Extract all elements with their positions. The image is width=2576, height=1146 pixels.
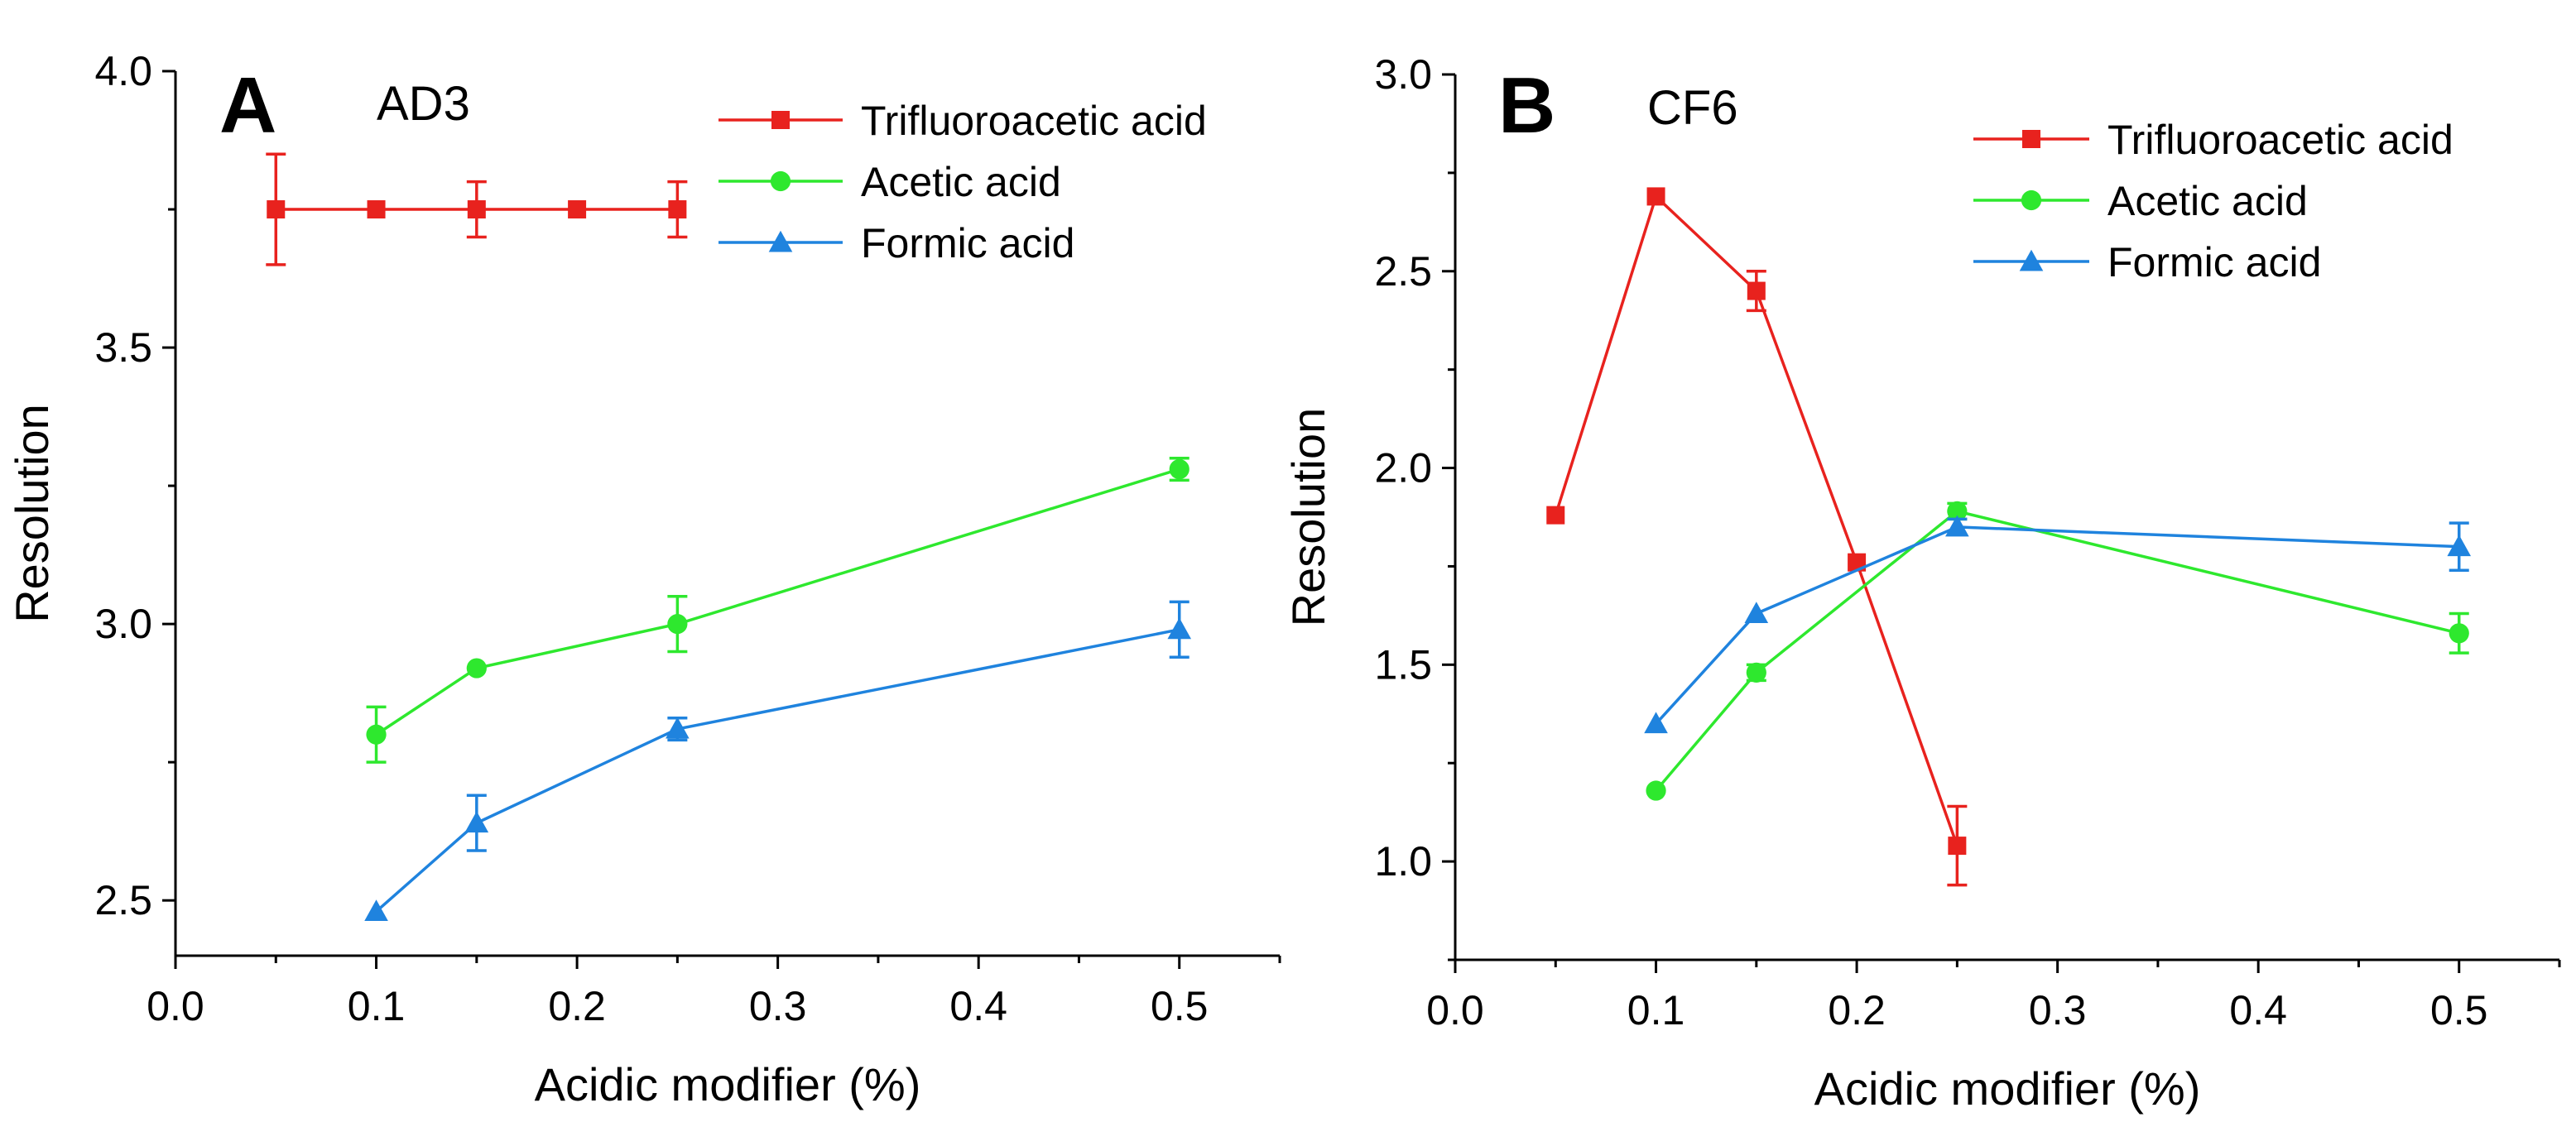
data-point [1744, 602, 1769, 623]
legend: Trifluoroacetic acid Acetic acid Formic ac… [1973, 117, 2453, 285]
y-tick-label: 1.0 [1374, 838, 1432, 885]
legend-label: Acetic acid [2107, 178, 2308, 224]
y-tick-label: 3.0 [94, 601, 152, 647]
series-line [375, 628, 1180, 913]
x-tick-label: 0.5 [1151, 983, 1209, 1029]
panel-letter: A [219, 61, 276, 150]
x-axis-title: Acidic modifier (%) [1814, 1062, 2201, 1115]
legend-marker [2022, 130, 2040, 148]
series-formic-acid [1644, 515, 2472, 734]
data-point [1945, 515, 1969, 537]
data-point [666, 717, 690, 739]
y-axis-title: Resolution [1282, 408, 1334, 627]
data-point [667, 614, 688, 635]
data-point [1948, 837, 1967, 856]
y-tick-label: 2.5 [94, 877, 152, 923]
legend-marker [2021, 189, 2042, 211]
legend-marker [770, 170, 791, 192]
y-tick-label: 3.0 [1374, 51, 1432, 98]
chart-panel-b: 0.0 0.1 0.2 0.3 0.4 0.5 1.0 1.5 2.0 2.5 3.0 Acidic … [1282, 51, 2561, 1115]
y-tick-label: 4.0 [94, 48, 152, 94]
series-line [1655, 525, 2459, 725]
x-tick-label: 0.2 [548, 983, 606, 1029]
legend-label: Trifluoroacetic acid [2107, 117, 2453, 163]
y-tick-label: 2.5 [1374, 248, 1432, 295]
data-point [367, 200, 386, 219]
data-point [1947, 501, 1968, 521]
data-point [364, 899, 388, 921]
series-trifluoroacetic-acid [266, 152, 688, 266]
data-point [267, 200, 286, 219]
panel-letter: B [1498, 61, 1555, 150]
legend-label: Formic acid [861, 220, 1074, 266]
data-point [1747, 281, 1766, 300]
y-tick-label: 3.5 [94, 324, 152, 371]
x-tick-label: 0.3 [749, 983, 807, 1029]
x-tick-label: 0.0 [147, 983, 204, 1029]
legend-marker [2019, 249, 2044, 271]
x-tick-label: 0.5 [2430, 987, 2488, 1033]
data-point [1644, 712, 1668, 734]
data-point [1646, 187, 1665, 206]
x-tick-label: 0.2 [1828, 987, 1886, 1033]
data-point [464, 811, 489, 833]
x-tick-label: 0.1 [1627, 987, 1685, 1033]
chart-panel-a: 0.0 0.1 0.2 0.3 0.4 0.5 2.5 3.0 3.5 4.0 Acidic mod… [6, 48, 1281, 1110]
legend-label: Acetic acid [861, 159, 1061, 205]
x-tick-label: 0.0 [1426, 987, 1484, 1033]
series-acetic-acid [366, 456, 1189, 764]
series-formic-acid [364, 600, 1192, 921]
data-point [467, 200, 486, 219]
chart-title: CF6 [1647, 81, 1738, 135]
data-point [1169, 458, 1189, 480]
y-tick-label: 2.0 [1374, 445, 1432, 491]
legend-label: Formic acid [2107, 239, 2321, 285]
series-trifluoroacetic-acid [1546, 187, 1968, 887]
series-line [375, 468, 1180, 736]
data-point [2447, 535, 2472, 557]
data-point [668, 200, 687, 219]
data-point [1746, 662, 1766, 683]
legend: Trifluoroacetic acid Acetic acid Formic ac… [718, 98, 1207, 266]
series-line [1655, 509, 2460, 792]
legend-marker [768, 230, 793, 252]
data-point [568, 200, 587, 219]
x-tick-label: 0.3 [2029, 987, 2087, 1033]
x-axis-title: Acidic modifier (%) [535, 1058, 921, 1110]
data-point [1167, 617, 1192, 640]
chart-title: AD3 [377, 77, 470, 131]
data-point [1546, 506, 1565, 525]
legend-marker [771, 111, 790, 129]
legend-label: Trifluoroacetic acid [861, 98, 1207, 144]
x-tick-label: 0.4 [2229, 987, 2287, 1033]
data-point [2449, 623, 2469, 644]
data-point [366, 724, 387, 745]
y-tick-label: 1.5 [1374, 641, 1432, 688]
x-tick-label: 0.4 [949, 983, 1007, 1029]
data-point [1646, 780, 1666, 801]
data-point [466, 658, 487, 678]
x-tick-label: 0.1 [348, 983, 406, 1029]
y-axis-title: Resolution [6, 404, 58, 623]
